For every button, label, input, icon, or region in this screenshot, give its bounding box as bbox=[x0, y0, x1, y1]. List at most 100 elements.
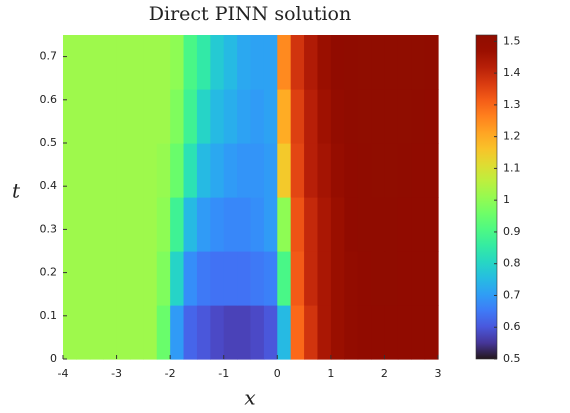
heat-cell bbox=[223, 89, 238, 144]
heat-cell bbox=[384, 197, 399, 252]
colorbar-tick-label: 0.9 bbox=[503, 225, 521, 238]
heat-cell bbox=[384, 251, 399, 306]
heat-cell bbox=[397, 143, 412, 198]
heat-cell bbox=[170, 197, 185, 252]
colorbar-tick-label: 1.5 bbox=[503, 34, 521, 47]
heat-cell bbox=[196, 251, 211, 306]
heat-cell bbox=[170, 305, 185, 360]
heat-cell bbox=[290, 35, 305, 90]
heat-cell bbox=[223, 143, 238, 198]
heat-cell bbox=[330, 143, 345, 198]
heat-cell bbox=[89, 305, 104, 360]
heat-cell bbox=[411, 143, 426, 198]
colorbar-tick-label: 1 bbox=[503, 193, 510, 206]
heat-cell bbox=[170, 89, 185, 144]
heat-cell bbox=[183, 305, 198, 360]
heat-cell bbox=[76, 251, 91, 306]
heat-cell bbox=[277, 143, 292, 198]
heat-cell bbox=[183, 35, 198, 90]
colorbar-tick-label: 0.7 bbox=[503, 288, 521, 301]
heat-cell bbox=[116, 35, 131, 90]
heat-cell bbox=[196, 197, 211, 252]
heat-cell bbox=[277, 35, 292, 90]
heat-cell bbox=[223, 35, 238, 90]
heat-cell bbox=[290, 197, 305, 252]
heat-cell bbox=[277, 251, 292, 306]
heat-cell bbox=[357, 251, 372, 306]
heat-cell bbox=[156, 35, 171, 90]
heat-cell bbox=[411, 197, 426, 252]
heat-cell bbox=[424, 197, 439, 252]
heat-cell bbox=[330, 89, 345, 144]
heat-cell bbox=[76, 35, 91, 90]
heat-cell bbox=[196, 89, 211, 144]
heat-cell bbox=[263, 251, 278, 306]
heat-cell bbox=[317, 305, 332, 360]
heat-cell bbox=[103, 305, 118, 360]
heat-cell bbox=[424, 143, 439, 198]
heat-cell bbox=[397, 305, 412, 360]
heat-cell bbox=[357, 305, 372, 360]
chart-title: Direct PINN solution bbox=[149, 3, 351, 25]
heat-cell bbox=[304, 251, 319, 306]
x-tick-label: -3 bbox=[111, 367, 122, 380]
heat-cell bbox=[371, 35, 386, 90]
heat-cell bbox=[330, 305, 345, 360]
x-tick-label: 1 bbox=[327, 367, 334, 380]
heat-cell bbox=[103, 251, 118, 306]
heat-cell bbox=[103, 197, 118, 252]
heat-cell bbox=[304, 143, 319, 198]
heat-cell bbox=[397, 89, 412, 144]
heat-cell bbox=[210, 251, 225, 306]
heat-cell bbox=[89, 89, 104, 144]
heat-cell bbox=[317, 89, 332, 144]
heat-cell bbox=[317, 197, 332, 252]
heat-cell bbox=[317, 251, 332, 306]
heat-cell bbox=[384, 143, 399, 198]
heat-cell bbox=[89, 35, 104, 90]
heat-cell bbox=[263, 89, 278, 144]
y-tick-label: 0.2 bbox=[40, 266, 58, 279]
heat-cell bbox=[330, 197, 345, 252]
heat-cell bbox=[290, 251, 305, 306]
heat-cell bbox=[424, 305, 439, 360]
y-tick-label: 0.1 bbox=[40, 309, 58, 322]
heat-cell bbox=[304, 89, 319, 144]
heat-cell bbox=[357, 35, 372, 90]
heat-cell bbox=[344, 251, 359, 306]
heat-cell bbox=[384, 89, 399, 144]
heat-cell bbox=[263, 143, 278, 198]
heat-cell bbox=[290, 305, 305, 360]
x-tick-label: -4 bbox=[58, 367, 69, 380]
heat-cell bbox=[263, 35, 278, 90]
y-tick-label: 0.6 bbox=[40, 93, 58, 106]
heat-cell bbox=[63, 305, 77, 360]
heat-cell bbox=[250, 197, 265, 252]
colorbar bbox=[475, 34, 498, 360]
heat-cell bbox=[156, 89, 171, 144]
heat-cell bbox=[371, 143, 386, 198]
y-tick-label: 0 bbox=[50, 352, 57, 365]
heat-cell bbox=[156, 251, 171, 306]
heat-cell bbox=[103, 35, 118, 90]
heat-cell bbox=[330, 251, 345, 306]
heat-cell bbox=[411, 89, 426, 144]
heat-cell bbox=[63, 251, 77, 306]
heat-cell bbox=[89, 251, 104, 306]
heat-cell bbox=[304, 197, 319, 252]
x-tick-label: 3 bbox=[435, 367, 442, 380]
heat-cell bbox=[411, 251, 426, 306]
heat-cell bbox=[156, 143, 171, 198]
heat-cell bbox=[290, 89, 305, 144]
heat-cell bbox=[76, 143, 91, 198]
heat-cell bbox=[371, 197, 386, 252]
heat-cell bbox=[344, 305, 359, 360]
heat-cell bbox=[129, 89, 144, 144]
y-tick-label: 0.4 bbox=[40, 179, 58, 192]
heat-cell bbox=[237, 197, 252, 252]
heat-cell bbox=[250, 251, 265, 306]
heat-cell bbox=[116, 251, 131, 306]
heat-cell bbox=[116, 305, 131, 360]
heat-cell bbox=[371, 89, 386, 144]
